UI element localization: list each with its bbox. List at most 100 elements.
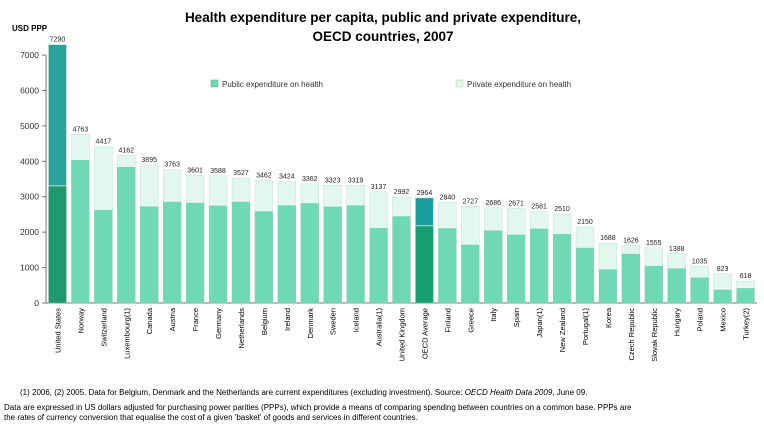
x-category-label: Canada	[145, 307, 154, 334]
bar-private	[461, 206, 480, 245]
bar-public	[277, 204, 296, 304]
bar-group: 1555 Slovak Republic	[644, 240, 663, 362]
bar-value-label: 823	[717, 266, 729, 273]
bar-group: 3462 Belgium	[254, 172, 274, 335]
chart-title-line1: Health expenditure per capita, public an…	[185, 10, 581, 25]
legend-swatch-public	[210, 79, 219, 88]
x-category-label: Switzerland	[99, 308, 108, 347]
bar-private	[713, 273, 732, 290]
x-category-label: Spain	[512, 308, 521, 327]
x-category-label: France	[191, 308, 200, 331]
bar-value-label: 3601	[187, 167, 203, 174]
x-category-label: OECD Average	[420, 308, 429, 359]
bar-private	[163, 169, 182, 202]
bar-public	[598, 268, 618, 304]
y-tick-label: 7000	[20, 50, 39, 60]
bar-private	[690, 266, 709, 278]
bar-value-label: 2964	[417, 190, 433, 197]
bar-private	[736, 280, 755, 288]
x-category-label: Czech Republic	[627, 308, 636, 361]
bar-group: 1626 Czech Republic	[621, 237, 640, 361]
bar-private	[598, 242, 618, 270]
x-category-label: United States	[53, 308, 62, 353]
bar-public	[117, 166, 136, 304]
bar-group: 2992 United Kingdom	[392, 189, 411, 361]
x-category-label: Hungary	[673, 308, 682, 337]
bar-value-label: 3137	[371, 184, 387, 191]
bar-private	[185, 175, 205, 203]
x-category-label: Italy	[489, 308, 498, 322]
legend-swatch-private	[455, 79, 464, 88]
bar-value-label: 2150	[577, 219, 593, 226]
bar-value-label: 2581	[531, 204, 547, 211]
bar-private	[575, 226, 595, 248]
bar-public	[231, 201, 251, 304]
bar-private	[323, 185, 342, 207]
bar-value-label: 3319	[348, 177, 364, 184]
bar-private	[438, 202, 457, 229]
bar-group: 2150 Portugal(1)	[575, 219, 595, 345]
bar-private	[254, 180, 274, 212]
x-category-label: Poland	[696, 308, 705, 331]
bar-group: 3601 France	[185, 167, 205, 331]
bar-private	[117, 155, 136, 167]
y-tick-label: 3000	[20, 192, 39, 202]
bar-value-label: 4162	[118, 148, 134, 155]
bar-group: 3362 Denmark	[300, 176, 319, 338]
bar-public	[392, 215, 411, 304]
bar-group: 3588 Germany	[208, 168, 228, 339]
bar-public	[71, 159, 90, 304]
bar-private	[415, 197, 434, 226]
bar-value-label: 2992	[394, 189, 410, 196]
bar-value-label: 3462	[256, 172, 272, 179]
bar-group: 2686 Italy	[484, 200, 503, 322]
bar-value-label: 3362	[302, 176, 318, 183]
bar-public	[736, 287, 755, 304]
x-category-label: Greece	[466, 308, 475, 333]
footnote-sources: (1) 2006, (2) 2005. Data for Belgium, De…	[20, 388, 587, 398]
bar-public	[438, 227, 457, 304]
bar-group: 4417 Switzerland	[94, 139, 113, 347]
bar-public	[713, 288, 732, 304]
bar-value-label: 4417	[96, 139, 112, 146]
bar-public	[667, 267, 686, 304]
x-category-label: Ireland	[283, 308, 292, 331]
bar-value-label: 3424	[279, 174, 295, 181]
bar-private	[71, 134, 90, 160]
bar-value-label: 1626	[623, 237, 639, 244]
x-category-label: Finland	[443, 308, 452, 333]
bar-public	[94, 209, 113, 304]
bar-group: 3137 Australia(1)	[369, 184, 388, 346]
bar-group: 2727 Greece	[461, 198, 480, 333]
bar-value-label: 1388	[669, 246, 685, 253]
x-category-label: United Kingdom	[398, 308, 407, 361]
legend: Public expenditure on health Private exp…	[210, 79, 571, 89]
bar-private	[231, 177, 251, 202]
bar-public	[484, 229, 503, 304]
bar-group: 2510 New Zealand	[552, 206, 572, 352]
bar-value-label: 7290	[50, 37, 66, 44]
bar-private	[507, 208, 526, 235]
bar-group: 3424 Ireland	[277, 174, 296, 331]
x-category-label: Sweden	[329, 308, 338, 335]
bar-group: 823 Mexico	[713, 266, 732, 332]
x-category-label: Austria	[168, 307, 177, 331]
x-category-label: Turkey(2)	[742, 308, 751, 340]
bar-group: 2581 Japan(1)	[529, 204, 549, 338]
bar-public	[621, 253, 640, 304]
footnote-sources-prefix: (1) 2006, (2) 2005. Data for Belgium, De…	[20, 388, 465, 397]
bar-public	[552, 233, 572, 304]
bar-public	[644, 265, 663, 304]
bar-private	[300, 183, 319, 203]
bar-value-label: 1555	[646, 240, 662, 247]
bar-group: 618 Turkey(2)	[736, 273, 755, 340]
bar-value-label: 2671	[508, 200, 524, 207]
bar-group: 3319 Iceland	[346, 177, 365, 332]
bar-private	[484, 207, 503, 231]
bar-private	[94, 146, 113, 210]
bar-group: 4162 Luxembourg(1)	[117, 148, 136, 359]
bar-group: 7290 United States	[48, 37, 67, 353]
bar-group: 1035 Poland	[690, 258, 709, 331]
x-category-label: Luxembourg(1)	[122, 307, 131, 358]
x-category-label: Belgium	[260, 308, 269, 335]
